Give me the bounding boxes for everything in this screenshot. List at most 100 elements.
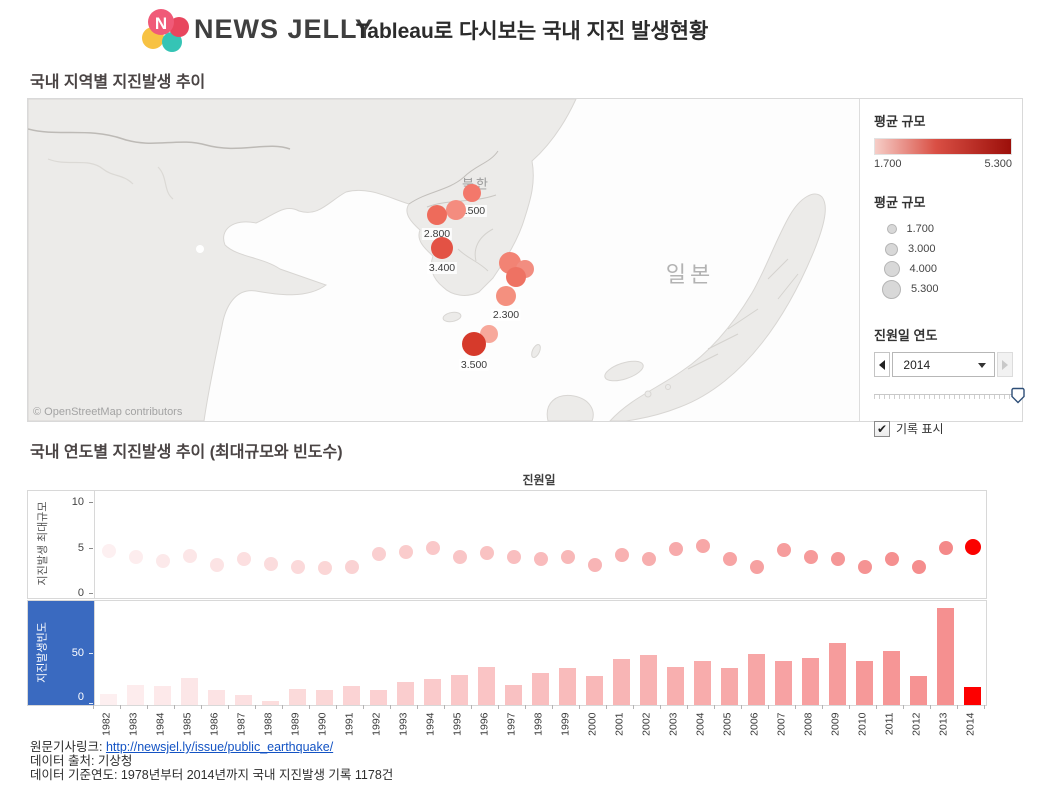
frequency-bar[interactable]	[343, 686, 360, 705]
earthquake-bubble[interactable]	[427, 205, 447, 225]
frequency-bar[interactable]	[721, 667, 738, 705]
year-label: 2010	[856, 712, 868, 736]
magnitude-dot[interactable]	[857, 559, 872, 574]
magnitude-dot[interactable]	[101, 544, 116, 559]
slider-track[interactable]	[874, 394, 1022, 395]
frequency-bar[interactable]	[397, 682, 414, 705]
size-legend-label: 1.700	[906, 223, 935, 235]
magnitude-dot[interactable]	[371, 546, 386, 561]
magnitude-dot[interactable]	[614, 547, 629, 562]
year-label: 2007	[775, 712, 787, 736]
frequency-bar[interactable]	[154, 686, 171, 705]
magnitude-dot[interactable]	[668, 542, 683, 557]
frequency-bar[interactable]	[640, 655, 657, 705]
frequency-bar[interactable]	[424, 679, 441, 705]
magnitude-dot[interactable]	[884, 552, 899, 567]
earthquake-bubble[interactable]	[496, 286, 516, 306]
size-legend-item: 3.000	[874, 239, 1013, 259]
magnitude-dot[interactable]	[425, 541, 440, 556]
magnitude-dot[interactable]	[964, 538, 981, 555]
magnitude-dot[interactable]	[290, 559, 305, 574]
magnitude-dot[interactable]	[749, 559, 764, 574]
magnitude-dot[interactable]	[776, 543, 791, 558]
magnitude-dot[interactable]	[830, 552, 845, 567]
magnitude-dot[interactable]	[479, 545, 494, 560]
size-legend-label: 4.000	[909, 263, 938, 275]
magnitude-dot[interactable]	[803, 549, 818, 564]
magnitude-dot[interactable]	[506, 549, 521, 564]
size-legend-item: 4.000	[874, 259, 1013, 279]
magnitude-dot[interactable]	[317, 561, 332, 576]
magnitude-dot[interactable]	[587, 557, 602, 572]
frequency-bar[interactable]	[748, 654, 765, 705]
earthquake-bubble[interactable]	[462, 332, 486, 356]
size-legend: 평균 규모 1.700 3.000 4.000 5.300	[874, 192, 1013, 299]
magnitude-dot[interactable]	[344, 559, 359, 574]
frequency-bar[interactable]	[451, 674, 468, 705]
color-legend-title: 평균 규모	[874, 114, 926, 129]
frequency-bar[interactable]	[586, 675, 603, 705]
magnitude-dot[interactable]	[560, 549, 575, 564]
magnitude-dot[interactable]	[695, 538, 710, 553]
frequency-bar[interactable]	[316, 690, 333, 705]
magnitude-dot[interactable]	[452, 549, 467, 564]
frequency-bar[interactable]	[937, 608, 954, 705]
magnitude-gradient-bar	[874, 138, 1012, 155]
frequency-bar[interactable]	[289, 689, 306, 705]
year-label: 2014	[964, 712, 976, 736]
frequency-bar[interactable]	[964, 687, 981, 705]
magnitude-dot[interactable]	[938, 541, 953, 556]
frequency-bar[interactable]	[856, 661, 873, 705]
frequency-bar[interactable]	[667, 666, 684, 705]
magnitude-dot[interactable]	[641, 552, 656, 567]
frequency-bar[interactable]	[235, 694, 252, 705]
frequency-bar[interactable]	[478, 666, 495, 705]
magnitude-dot[interactable]	[263, 556, 278, 571]
next-year-button[interactable]	[996, 352, 1013, 377]
frequency-bar[interactable]	[829, 642, 846, 705]
frequency-bar[interactable]	[208, 690, 225, 705]
magnitude-dot[interactable]	[911, 559, 926, 574]
prev-year-button[interactable]	[874, 352, 891, 377]
frequency-bar[interactable]	[370, 690, 387, 705]
year-filter: 진원일 연도 2014	[874, 325, 1025, 437]
x-axis-tick	[876, 705, 877, 709]
magnitude-dot[interactable]	[722, 552, 737, 567]
size-legend-label: 3.000	[908, 243, 936, 255]
magnitude-dot[interactable]	[128, 549, 143, 564]
frequency-bar[interactable]	[694, 661, 711, 705]
frequency-bar[interactable]	[559, 667, 576, 705]
frequency-bar[interactable]	[775, 661, 792, 705]
x-axis-tick	[282, 705, 283, 709]
frequency-bar[interactable]	[262, 700, 279, 705]
frequency-bar[interactable]	[802, 658, 819, 705]
show-history-checkbox[interactable]: ✔ 기록 표시	[874, 420, 1013, 437]
slider-handle[interactable]	[1011, 387, 1025, 409]
magnitude-dot[interactable]	[209, 557, 224, 572]
earthquake-bubble[interactable]	[463, 184, 481, 202]
y-tick-mark	[89, 593, 93, 594]
frequency-bar[interactable]	[532, 672, 549, 705]
earthquake-bubble[interactable]	[506, 267, 526, 287]
frequency-bar[interactable]	[127, 685, 144, 705]
magnitude-dot[interactable]	[398, 545, 413, 560]
earthquake-bubble[interactable]	[446, 200, 466, 220]
magnitude-dot[interactable]	[533, 552, 548, 567]
frequency-bar[interactable]	[505, 685, 522, 705]
frequency-bar[interactable]	[883, 650, 900, 705]
x-axis-tick	[903, 705, 904, 709]
year-dropdown[interactable]: 2014	[892, 352, 995, 377]
year-label: 2002	[640, 712, 652, 736]
frequency-bar[interactable]	[910, 675, 927, 705]
x-axis-tick	[201, 705, 202, 709]
earthquake-bubble[interactable]	[431, 237, 453, 259]
magnitude-dot[interactable]	[155, 554, 170, 569]
magnitude-dot[interactable]	[236, 552, 251, 567]
year-slider[interactable]	[874, 387, 1025, 409]
source-link[interactable]: http://newsjel.ly/issue/public_earthquak…	[105, 740, 334, 754]
frequency-bar[interactable]	[181, 677, 198, 705]
frequency-bar[interactable]	[100, 693, 117, 705]
frequency-bar[interactable]	[613, 659, 630, 705]
magnitude-dot[interactable]	[182, 548, 197, 563]
